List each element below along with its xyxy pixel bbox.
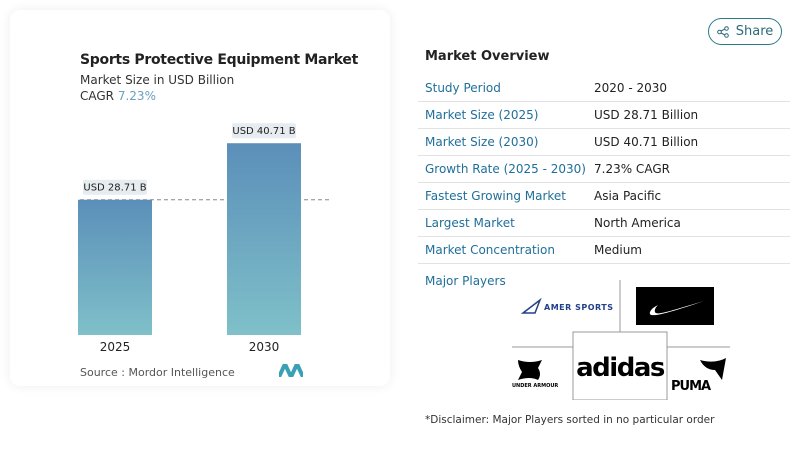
- overview-row: Study Period 2020 - 2030: [418, 75, 790, 102]
- svg-text:PUMA: PUMA: [671, 379, 711, 394]
- share-icon: [716, 25, 729, 38]
- cagr: CAGR 7.23%: [80, 89, 156, 103]
- overview-row: Fastest Growing Market Asia Pacific: [418, 183, 790, 210]
- chart-title: Sports Protective Equipment Market: [80, 52, 358, 68]
- bar-2025: [78, 199, 152, 335]
- overview-row: Market Size (2025) USD 28.71 Billion: [418, 102, 790, 129]
- cagr-label: CAGR: [80, 89, 115, 103]
- x-tick-label: 2025: [100, 340, 131, 354]
- major-players-logos: AMER SPORTS adidas UNDER ARMOUR PUMA: [512, 280, 730, 400]
- chart-card: [10, 10, 390, 386]
- row-key: Fastest Growing Market: [425, 189, 567, 203]
- row-value: USD 40.71 Billion: [594, 135, 699, 149]
- adidas-logo: adidas: [576, 353, 665, 383]
- mordor-logo-icon: [279, 364, 303, 377]
- row-value: 2020 - 2030: [594, 81, 668, 95]
- row-key: Market Size (2025): [425, 108, 539, 122]
- overview-title: Market Overview: [425, 49, 550, 64]
- row-value: North America: [594, 216, 681, 230]
- chart-subtitle: Market Size in USD Billion: [80, 73, 235, 87]
- row-value: 7.23% CAGR: [594, 162, 670, 176]
- amer-sports-logo: AMER SPORTS: [520, 297, 614, 314]
- row-key: Largest Market: [425, 216, 515, 230]
- svg-text:UNDER ARMOUR: UNDER ARMOUR: [512, 383, 558, 389]
- row-key: Study Period: [425, 81, 501, 95]
- row-key: Market Concentration: [425, 243, 555, 257]
- row-value: Asia Pacific: [594, 189, 662, 203]
- source-text: Source : Mordor Intelligence: [80, 366, 235, 379]
- major-players-label: Major Players: [425, 274, 506, 288]
- puma-logo: PUMA: [671, 358, 726, 394]
- overview-row: Growth Rate (2025 - 2030) 7.23% CAGR: [418, 156, 790, 183]
- row-value: Medium: [594, 243, 642, 257]
- data-label-bg: [83, 179, 147, 195]
- row-key: Growth Rate (2025 - 2030): [425, 162, 586, 176]
- cagr-value: 7.23%: [117, 89, 156, 103]
- svg-text:AMER SPORTS: AMER SPORTS: [544, 303, 614, 312]
- overview-table: Study Period 2020 - 2030 Market Size (2025…: [418, 75, 790, 264]
- row-key: Market Size (2030): [425, 135, 539, 149]
- disclaimer: *Disclaimer: Major Players sorted in no …: [425, 414, 715, 426]
- share-label: Share: [735, 24, 774, 39]
- overview-row: Largest Market North America: [418, 210, 790, 237]
- share-button[interactable]: Share: [708, 18, 782, 45]
- data-label: USD 40.71 B: [232, 126, 295, 137]
- under-armour-logo: UNDER ARMOUR: [512, 360, 558, 389]
- nike-logo: [636, 287, 714, 325]
- data-label: USD 28.71 B: [83, 183, 146, 194]
- bar-2030: [227, 143, 301, 335]
- data-label-bg: [232, 123, 296, 139]
- bar-chart: USD 28.71 B 2025 USD 40.71 B 2030: [78, 123, 330, 354]
- x-tick-label: 2030: [249, 340, 280, 354]
- overview-row: Market Concentration Medium: [418, 237, 790, 264]
- overview-row: Market Size (2030) USD 40.71 Billion: [418, 129, 790, 156]
- row-value: USD 28.71 Billion: [594, 108, 699, 122]
